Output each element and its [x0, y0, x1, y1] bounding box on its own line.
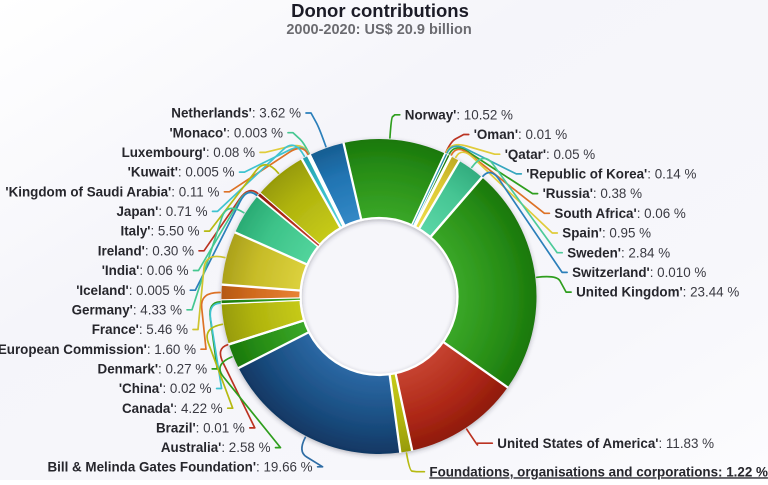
- svg-text:'India': 0.06 %: 'India': 0.06 %: [102, 263, 189, 278]
- svg-text:Foundations, organisations and: Foundations, organisations and corporati…: [429, 464, 768, 479]
- svg-text:2000-2020: US$ 20.9 billion: 2000-2020: US$ 20.9 billion: [286, 22, 471, 38]
- svg-text:United Kingdom': 23.44 %: United Kingdom': 23.44 %: [576, 285, 739, 300]
- svg-text:United States of America': 11.: United States of America': 11.83 %: [497, 436, 714, 451]
- svg-text:'China': 0.02 %: 'China': 0.02 %: [119, 381, 212, 396]
- svg-text:Italy': 5.50 %: Italy': 5.50 %: [120, 224, 199, 239]
- svg-text:Ireland': 0.30 %: Ireland': 0.30 %: [98, 243, 194, 258]
- svg-text:Netherlands': 3.62 %: Netherlands': 3.62 %: [171, 106, 301, 121]
- svg-text:France': 5.46 %: France': 5.46 %: [92, 322, 188, 337]
- svg-text:Canada': 4.22 %: Canada': 4.22 %: [122, 401, 223, 416]
- svg-text:Luxembourg': 0.08 %: Luxembourg': 0.08 %: [122, 145, 256, 160]
- svg-text:Australia': 2.58 %: Australia': 2.58 %: [161, 440, 271, 455]
- svg-text:'Kingdom of Saudi Arabia': 0.1: 'Kingdom of Saudi Arabia': 0.11 %: [5, 184, 219, 199]
- svg-text:Brazil': 0.01 %: Brazil': 0.01 %: [156, 421, 245, 436]
- svg-text:Switzerland': 0.010 %: Switzerland': 0.010 %: [572, 265, 706, 280]
- svg-text:'Oman': 0.01 %: 'Oman': 0.01 %: [474, 127, 568, 142]
- svg-text:'Republic of Korea': 0.14 %: 'Republic of Korea': 0.14 %: [526, 167, 696, 182]
- svg-text:'Iceland': 0.005 %: 'Iceland': 0.005 %: [76, 283, 185, 298]
- svg-text:Japan': 0.71 %: Japan': 0.71 %: [116, 204, 207, 219]
- svg-text:'Monaco': 0.003 %: 'Monaco': 0.003 %: [169, 125, 283, 140]
- svg-text:South Africa': 0.06 %: South Africa': 0.06 %: [554, 206, 686, 221]
- svg-text:Bill & Melinda Gates Foundatio: Bill & Melinda Gates Foundation': 19.66 …: [47, 459, 312, 474]
- svg-text:Denmark': 0.27 %: Denmark': 0.27 %: [98, 362, 208, 377]
- svg-text:European Commission': 1.60 %: European Commission': 1.60 %: [0, 342, 196, 357]
- svg-text:Germany': 4.33 %: Germany': 4.33 %: [72, 302, 182, 317]
- svg-text:Donor contributions: Donor contributions: [291, 0, 469, 21]
- svg-text:'Russia': 0.38 %: 'Russia': 0.38 %: [543, 186, 643, 201]
- svg-text:Norway': 10.52 %: Norway': 10.52 %: [405, 107, 513, 122]
- svg-text:Sweden': 2.84 %: Sweden': 2.84 %: [567, 245, 670, 260]
- svg-text:'Qatar': 0.05 %: 'Qatar': 0.05 %: [505, 147, 596, 162]
- svg-text:'Kuwait': 0.005 %: 'Kuwait': 0.005 %: [128, 165, 235, 180]
- svg-text:Spain': 0.95 %: Spain': 0.95 %: [562, 226, 651, 241]
